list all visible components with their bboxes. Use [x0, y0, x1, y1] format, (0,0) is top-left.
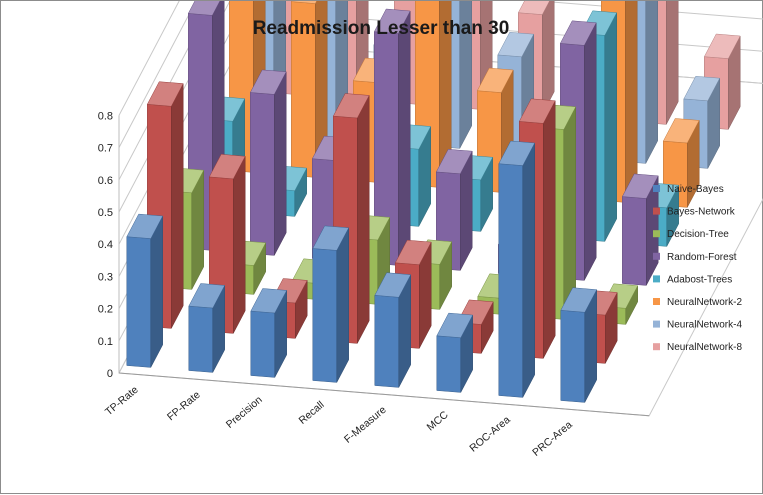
legend-swatch — [653, 185, 660, 192]
legend-label: Naive-Bayes — [667, 184, 724, 195]
x-category-label: Precision — [224, 394, 265, 431]
legend-item: NeuralNetwork-8 — [653, 342, 742, 353]
y-axis-tick-labels: 0 0.1 0.2 0.3 0.4 0.5 0.6 0.7 0.8 — [98, 110, 113, 380]
bar — [290, 1, 328, 178]
y-tick-label: 0.6 — [98, 175, 113, 187]
chart-title: Readmission Lesser than 30 — [253, 18, 510, 39]
y-tick-label: 0.8 — [98, 110, 113, 122]
legend-item: Adabost-Trees — [653, 274, 732, 285]
y-tick-label: 0.2 — [98, 304, 113, 316]
bar — [250, 288, 288, 378]
gridline — [118, 1, 180, 116]
legend-label: Adabost-Trees — [667, 274, 732, 285]
x-category-label: Recall — [297, 399, 327, 427]
y-tick-label: 0.4 — [98, 239, 113, 251]
gridline — [118, 1, 197, 148]
bar — [374, 272, 412, 388]
bar — [683, 76, 721, 169]
legend-swatch — [653, 298, 660, 305]
x-category-label: F-Measure — [342, 404, 389, 446]
legend-item: Bayes-Network — [653, 207, 736, 218]
bar — [249, 69, 287, 256]
y-tick-label: 0 — [107, 368, 113, 380]
y-tick-label: 0.1 — [98, 336, 113, 348]
bar — [373, 8, 411, 266]
bar — [436, 312, 474, 393]
bar-area — [126, 1, 741, 403]
gridline — [118, 1, 214, 181]
x-category-label: PRC-Area — [530, 419, 574, 459]
legend-swatch — [653, 230, 660, 238]
legend-item: Random-Forest — [653, 252, 737, 263]
bar — [560, 287, 598, 403]
x-category-label: ROC-Area — [467, 414, 512, 455]
legend-label: Random-Forest — [667, 252, 737, 263]
legend-swatch — [653, 207, 660, 215]
legend-swatch — [653, 275, 660, 283]
legend-label: NeuralNetwork-4 — [667, 320, 742, 331]
legend: Naive-Bayes Bayes-Network Decision-Tree Ran… — [653, 184, 742, 353]
legend-label: NeuralNetwork-2 — [667, 297, 742, 308]
bar — [312, 225, 350, 383]
legend-item: NeuralNetwork-4 — [653, 320, 742, 331]
bar — [662, 118, 700, 208]
bar — [498, 140, 536, 398]
legend-item: Naive-Bayes — [653, 184, 724, 195]
y-tick-label: 0.3 — [98, 271, 113, 283]
bar — [621, 173, 659, 286]
x-category-label: FP-Rate — [165, 389, 203, 423]
legend-item: Decision-Tree — [653, 229, 729, 240]
bar — [188, 283, 226, 373]
y-tick-label: 0.7 — [98, 143, 113, 155]
legend-label: NeuralNetwork-8 — [667, 342, 742, 353]
y-tick-label: 0.5 — [98, 207, 113, 219]
legend-label: Bayes-Network — [667, 207, 736, 218]
legend-item: NeuralNetwork-2 — [653, 297, 742, 308]
legend-swatch — [653, 343, 660, 351]
bar — [126, 213, 164, 368]
x-category-label: MCC — [425, 409, 451, 434]
legend-label: Decision-Tree — [667, 229, 729, 240]
x-category-label: TP-Rate — [103, 384, 141, 418]
bar — [208, 154, 246, 334]
legend-swatch — [653, 252, 660, 260]
legend-swatch — [653, 320, 660, 328]
x-axis-line — [118, 372, 650, 417]
